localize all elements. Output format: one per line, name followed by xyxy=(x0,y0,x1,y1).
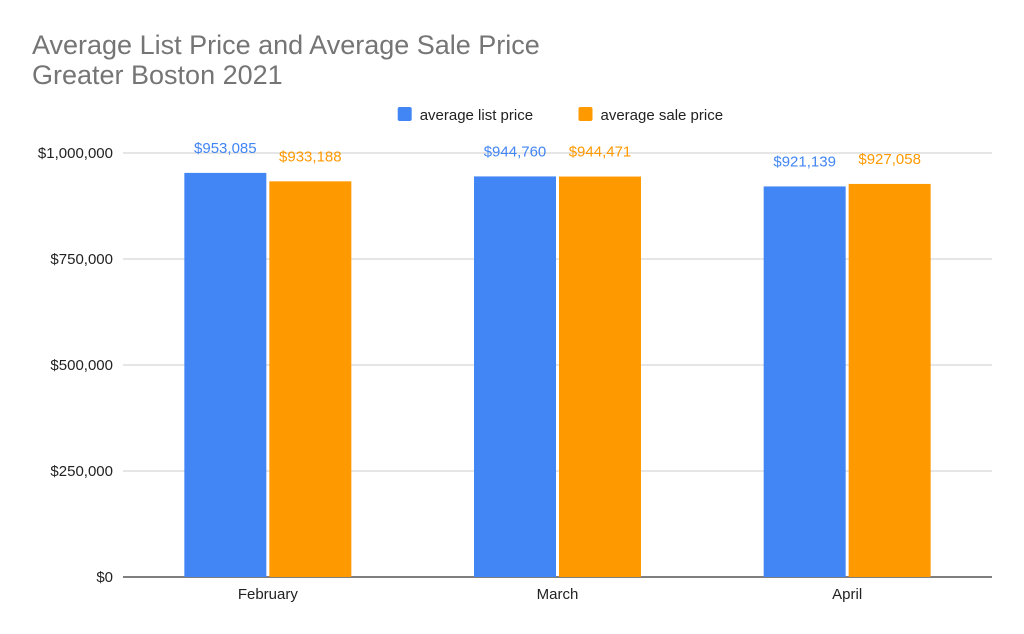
bar xyxy=(184,172,267,577)
bar xyxy=(848,183,931,577)
y-tick-label: $250,000 xyxy=(50,463,113,480)
y-tick-label: $750,000 xyxy=(50,251,113,268)
bar xyxy=(269,181,352,577)
chart-title-line-1: Average List Price and Average Sale Pric… xyxy=(32,30,540,60)
bar xyxy=(559,176,641,577)
x-tick-label: March xyxy=(537,586,579,603)
legend-swatch xyxy=(578,107,593,121)
bar xyxy=(474,176,556,577)
x-tick-label: April xyxy=(832,586,862,603)
legend-label: average sale price xyxy=(601,107,724,124)
y-tick-label: $0 xyxy=(96,569,113,586)
data-label: $944,760 xyxy=(484,143,547,160)
legend-swatch xyxy=(397,107,412,121)
legend-label: average list price xyxy=(420,107,533,124)
data-label: $927,058 xyxy=(858,151,921,168)
data-label: $944,471 xyxy=(569,144,632,161)
y-tick-label: $500,000 xyxy=(50,357,113,374)
data-label: $921,139 xyxy=(773,153,836,170)
chart-title-line-2: Greater Boston 2021 xyxy=(32,60,283,90)
data-label: $953,085 xyxy=(194,140,257,157)
y-tick-label: $1,000,000 xyxy=(38,145,113,162)
data-label: $933,188 xyxy=(279,148,342,165)
bar xyxy=(763,186,846,577)
x-tick-label: February xyxy=(238,586,299,603)
